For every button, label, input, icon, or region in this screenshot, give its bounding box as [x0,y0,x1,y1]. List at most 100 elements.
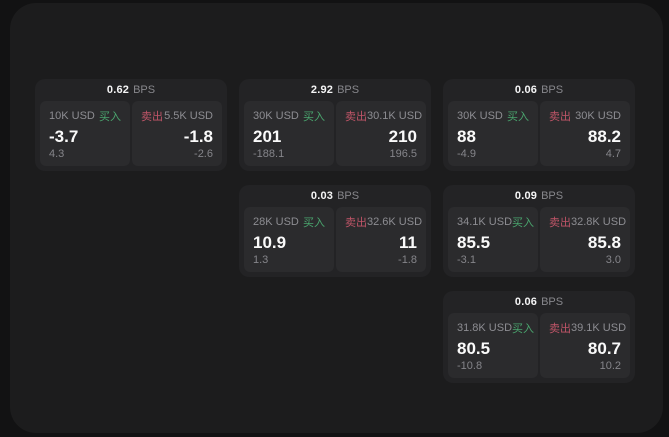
buy-delta: -188.1 [253,148,285,160]
buy-delta: -3.1 [457,254,476,266]
sell-quote-top-row: 卖出 32.6K USD [345,214,422,230]
spread-unit: BPS [337,190,360,202]
quote-card: 0.03 BPS 28K USD 买入 10.9 1.3 卖出 32.6K US… [239,185,431,277]
buy-delta: 1.3 [253,254,269,266]
sell-quote[interactable]: 卖出 30.1K USD 210 196.5 [336,101,426,166]
buy-price: 10.9 [253,232,287,252]
sell-amount: 5.5K USD [164,110,213,122]
sell-quote[interactable]: 卖出 39.1K USD 80.7 10.2 [540,313,630,378]
sell-quote-top-row: 卖出 32.8K USD [549,214,626,230]
sell-side-label: 卖出 [549,217,571,229]
quote-tiles: 30K USD 买入 201 -188.1 卖出 30.1K USD 210 1… [244,101,426,166]
buy-quote-top-row: 10K USD 买入 [49,108,121,124]
buy-amount: 31.8K USD [457,322,513,334]
spread-unit: BPS [541,190,564,202]
buy-quote[interactable]: 30K USD 买入 201 -188.1 [244,101,334,166]
spread-header: 0.09 BPS [448,185,630,207]
spread-value: 0.06 [514,296,538,308]
sell-price: 80.7 [587,338,621,358]
sell-quote-top-row: 卖出 39.1K USD [549,320,626,336]
buy-delta: -4.9 [457,148,476,160]
buy-side-label: 买入 [303,217,325,229]
quote-card: 0.06 BPS 30K USD 买入 88 -4.9 卖出 30K USD 8… [443,79,635,171]
sell-amount: 32.8K USD [571,216,627,228]
sell-delta: 196.5 [389,148,417,160]
sell-price: 210 [388,126,417,146]
sell-side-label: 卖出 [345,111,367,123]
sell-amount: 32.6K USD [367,216,423,228]
spread-header: 0.06 BPS [448,79,630,101]
spread-unit: BPS [541,84,564,96]
spread-value: 0.62 [106,84,130,96]
buy-quote-top-row: 28K USD 买入 [253,214,325,230]
sell-delta: 4.7 [605,148,621,160]
buy-delta: -10.8 [457,360,483,372]
buy-quote[interactable]: 30K USD 买入 88 -4.9 [448,101,538,166]
buy-price: -3.7 [49,126,79,146]
buy-quote[interactable]: 10K USD 买入 -3.7 4.3 [40,101,130,166]
buy-side-label: 买入 [99,111,121,123]
quote-tiles: 30K USD 买入 88 -4.9 卖出 30K USD 88.2 4.7 [448,101,630,166]
sell-quote[interactable]: 卖出 32.6K USD 11 -1.8 [336,207,426,272]
buy-quote-top-row: 31.8K USD 买入 [457,320,534,336]
quote-tiles: 28K USD 买入 10.9 1.3 卖出 32.6K USD 11 -1.8 [244,207,426,272]
sell-delta: -2.6 [194,148,213,160]
spread-value: 0.09 [514,190,538,202]
spread-header: 0.62 BPS [40,79,222,101]
sell-amount: 30K USD [575,110,621,122]
buy-delta: 4.3 [49,148,65,160]
spread-unit: BPS [541,296,564,308]
sell-quote-top-row: 卖出 30.1K USD [345,108,422,124]
quote-tiles: 31.8K USD 买入 80.5 -10.8 卖出 39.1K USD 80.… [448,313,630,378]
trading-panel: 0.62 BPS 10K USD 买入 -3.7 4.3 卖出 5.5K USD… [10,3,663,433]
buy-amount: 30K USD [457,110,503,122]
buy-price: 201 [253,126,282,146]
spread-value: 2.92 [310,84,334,96]
spread-header: 0.03 BPS [244,185,426,207]
quote-tiles: 10K USD 买入 -3.7 4.3 卖出 5.5K USD -1.8 -2.… [40,101,222,166]
sell-price: 85.8 [587,232,621,252]
sell-price: 11 [399,232,417,252]
buy-side-label: 买入 [303,111,325,123]
spread-unit: BPS [337,84,360,96]
quote-card: 0.09 BPS 34.1K USD 买入 85.5 -3.1 卖出 32.8K… [443,185,635,277]
sell-delta: 10.2 [599,360,621,372]
buy-amount: 30K USD [253,110,299,122]
buy-amount: 28K USD [253,216,299,228]
buy-quote[interactable]: 28K USD 买入 10.9 1.3 [244,207,334,272]
buy-amount: 10K USD [49,110,95,122]
buy-price: 80.5 [457,338,491,358]
sell-amount: 30.1K USD [367,110,423,122]
sell-quote[interactable]: 卖出 32.8K USD 85.8 3.0 [540,207,630,272]
sell-price: -1.8 [183,126,213,146]
buy-quote-top-row: 34.1K USD 买入 [457,214,534,230]
quote-tiles: 34.1K USD 买入 85.5 -3.1 卖出 32.8K USD 85.8… [448,207,630,272]
quote-card: 0.06 BPS 31.8K USD 买入 80.5 -10.8 卖出 39.1… [443,291,635,383]
buy-price: 88 [457,126,476,146]
buy-side-label: 买入 [512,217,535,229]
sell-amount: 39.1K USD [571,322,627,334]
buy-side-label: 买入 [512,323,535,335]
quote-card: 2.92 BPS 30K USD 买入 201 -188.1 卖出 30.1K … [239,79,431,171]
buy-quote[interactable]: 34.1K USD 买入 85.5 -3.1 [448,207,538,272]
sell-delta: 3.0 [605,254,621,266]
buy-price: 85.5 [457,232,491,252]
buy-quote[interactable]: 31.8K USD 买入 80.5 -10.8 [448,313,538,378]
buy-amount: 34.1K USD [457,216,513,228]
sell-quote[interactable]: 卖出 30K USD 88.2 4.7 [540,101,630,166]
sell-side-label: 卖出 [345,217,367,229]
buy-quote-top-row: 30K USD 买入 [253,108,325,124]
quote-card: 0.62 BPS 10K USD 买入 -3.7 4.3 卖出 5.5K USD… [35,79,227,171]
sell-quote-top-row: 卖出 30K USD [549,108,621,124]
spread-value: 0.03 [310,190,334,202]
sell-price: 88.2 [587,126,621,146]
spread-header: 2.92 BPS [244,79,426,101]
sell-delta: -1.8 [398,254,417,266]
spread-header: 0.06 BPS [448,291,630,313]
sell-quote[interactable]: 卖出 5.5K USD -1.8 -2.6 [132,101,222,166]
spread-unit: BPS [133,84,156,96]
sell-side-label: 卖出 [549,111,571,123]
sell-side-label: 卖出 [141,111,163,123]
spread-value: 0.06 [514,84,538,96]
buy-side-label: 买入 [507,111,529,123]
